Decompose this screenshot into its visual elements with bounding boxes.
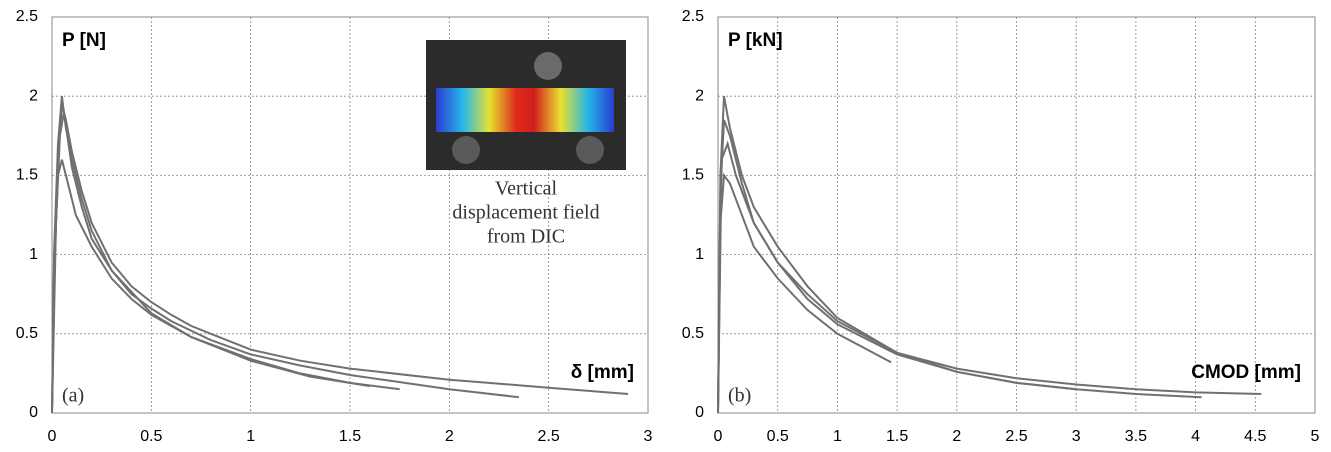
annotation: from DIC (487, 226, 565, 248)
y-tick-label: 2 (695, 87, 704, 104)
x-tick-label: 2.5 (538, 428, 560, 445)
x-tick-label: 1.5 (339, 428, 361, 445)
x-tick-label: 3 (1072, 428, 1081, 445)
curve (51, 96, 520, 414)
plot-frame (717, 16, 1316, 414)
x-tick-label: 0.5 (767, 428, 789, 445)
y-tick-label: 2 (29, 87, 38, 104)
curve (717, 140, 1077, 414)
x-tick-label: 1.5 (886, 428, 908, 445)
inset-pin (452, 136, 480, 164)
y-axis-label: P [N] (62, 30, 106, 51)
inset-field (436, 88, 614, 132)
y-axis-label: P [kN] (728, 30, 783, 51)
y-tick-label: 2.5 (16, 8, 38, 25)
x-tick-label: 1 (246, 428, 255, 445)
curve (717, 172, 892, 414)
x-tick-label: 3.5 (1125, 428, 1147, 445)
inset-pin (576, 136, 604, 164)
plot-frame (51, 16, 649, 414)
x-tick-label: 1 (833, 428, 842, 445)
x-axis-label: δ [mm] (571, 362, 634, 383)
y-tick-label: 1.5 (16, 167, 38, 184)
inset-pin (534, 52, 562, 80)
annotation: Vertical (495, 178, 558, 200)
x-tick-label: 2 (952, 428, 961, 445)
curve (51, 111, 371, 414)
x-tick-label: 0 (48, 428, 57, 445)
annotation: displacement field (452, 202, 599, 224)
y-tick-label: 2.5 (682, 8, 704, 25)
x-tick-label: 5 (1311, 428, 1320, 445)
y-tick-label: 1.5 (682, 167, 704, 184)
panel-label: (b) (728, 385, 751, 407)
x-tick-label: 4.5 (1244, 428, 1266, 445)
curve (717, 96, 1262, 414)
x-tick-label: 2 (445, 428, 454, 445)
panel-label: (a) (62, 385, 84, 407)
y-tick-label: 0.5 (16, 325, 38, 342)
x-tick-label: 2.5 (1005, 428, 1027, 445)
y-tick-label: 0 (29, 404, 38, 421)
y-tick-label: 0.5 (682, 325, 704, 342)
x-axis-label: CMOD [mm] (1191, 362, 1301, 383)
x-tick-label: 0 (714, 428, 723, 445)
x-tick-label: 0.5 (140, 428, 162, 445)
y-tick-label: 0 (695, 404, 704, 421)
x-tick-label: 3 (644, 428, 653, 445)
y-tick-label: 1 (29, 246, 38, 263)
y-tick-label: 1 (695, 246, 704, 263)
x-tick-label: 4 (1191, 428, 1200, 445)
